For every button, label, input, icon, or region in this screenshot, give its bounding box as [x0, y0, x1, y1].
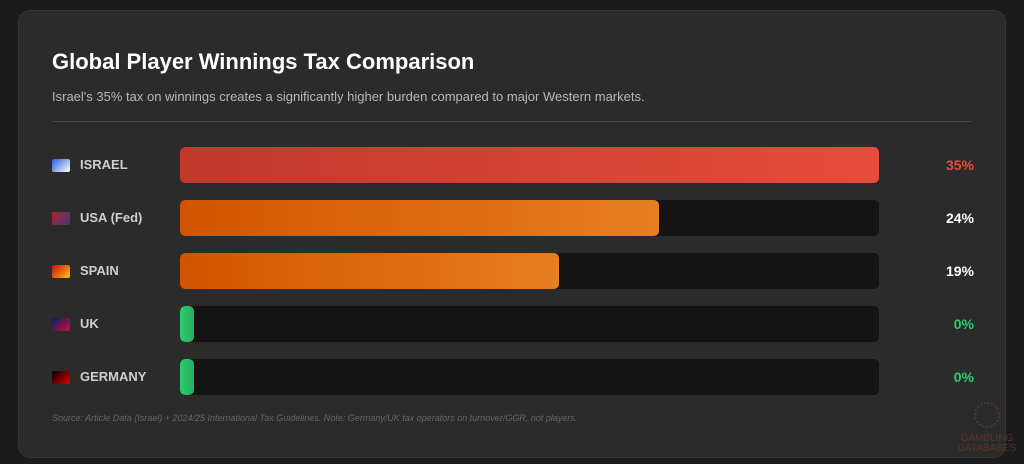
- bar: [180, 306, 194, 342]
- category-label: USA (Fed): [80, 210, 143, 225]
- watermark-logo: GAMBLING DATABASES: [950, 398, 1024, 454]
- bar-track: [180, 306, 879, 342]
- value-label: 0%: [953, 316, 974, 332]
- bar-row: ISRAEL 35%: [19, 147, 1007, 183]
- bar-track: [180, 200, 879, 236]
- flag-icon: [52, 159, 70, 172]
- flag-icon: [52, 371, 70, 384]
- bar-track: [180, 359, 879, 395]
- source-note: Source: Article Data (Israel) + 2024/25 …: [52, 413, 578, 423]
- bar: [180, 253, 560, 289]
- divider: [52, 121, 972, 122]
- flag-icon: [52, 318, 70, 331]
- category-label: UK: [80, 316, 99, 331]
- bar-row: GERMANY 0%: [19, 359, 1007, 395]
- bar-track: [180, 253, 879, 289]
- bar-row: SPAIN 19%: [19, 253, 1007, 289]
- value-label: 35%: [945, 157, 974, 173]
- chart-card: Global Player Winnings Tax Comparison Is…: [18, 10, 1006, 458]
- bar: [180, 359, 194, 395]
- flag-icon: [52, 265, 70, 278]
- bar: [180, 200, 660, 236]
- chart-subtitle: Israel's 35% tax on winnings creates a s…: [52, 89, 645, 104]
- chart-title: Global Player Winnings Tax Comparison: [52, 49, 475, 74]
- bar-row: UK 0%: [19, 306, 1007, 342]
- flag-icon: [52, 212, 70, 225]
- bar: [180, 147, 879, 183]
- value-label: 0%: [953, 369, 974, 385]
- category-label: SPAIN: [80, 263, 119, 278]
- value-label: 19%: [945, 263, 974, 279]
- value-label: 24%: [945, 210, 974, 226]
- bar-row: USA (Fed) 24%: [19, 200, 1007, 236]
- category-label: ISRAEL: [80, 157, 128, 172]
- bar-track: [180, 147, 879, 183]
- category-label: GERMANY: [80, 369, 147, 384]
